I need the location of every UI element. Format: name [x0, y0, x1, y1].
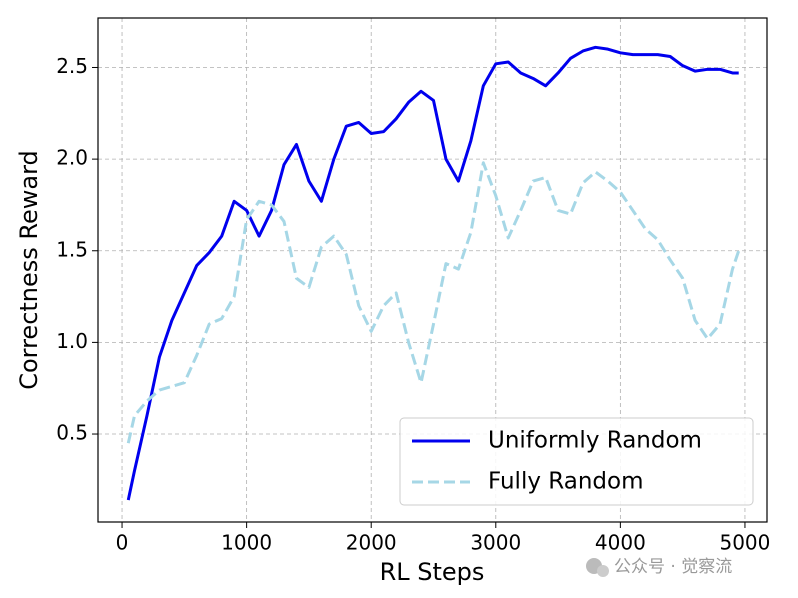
plot-frame — [97, 17, 768, 523]
y-tick-label: 1.0 — [56, 329, 88, 353]
y-tick-label: 2.0 — [56, 146, 88, 170]
line-series — [126, 45, 739, 501]
legend-label: Uniformly Random — [488, 428, 702, 454]
legend-box — [399, 417, 754, 506]
y-tick-label: 0.5 — [56, 421, 88, 445]
legend-label: Fully Random — [488, 469, 643, 495]
x-tick-label: 2000 — [346, 531, 397, 555]
x-tick-label: 3000 — [470, 531, 521, 555]
x-tick-label: 4000 — [595, 531, 646, 555]
y-axis-label: Correctness Reward — [15, 150, 43, 390]
watermark-icon — [586, 558, 609, 577]
y-tick-label: 1.5 — [56, 237, 88, 261]
x-tick-label: 0 — [116, 531, 129, 555]
y-tick-label: 2.5 — [56, 54, 88, 78]
x-tick-label: 1000 — [221, 531, 272, 555]
x-axis-label: RL Steps — [380, 558, 485, 586]
x-tick-label: 5000 — [719, 531, 770, 555]
line-series — [126, 161, 741, 444]
watermark: 公众号 · 觉察流 — [614, 557, 732, 577]
